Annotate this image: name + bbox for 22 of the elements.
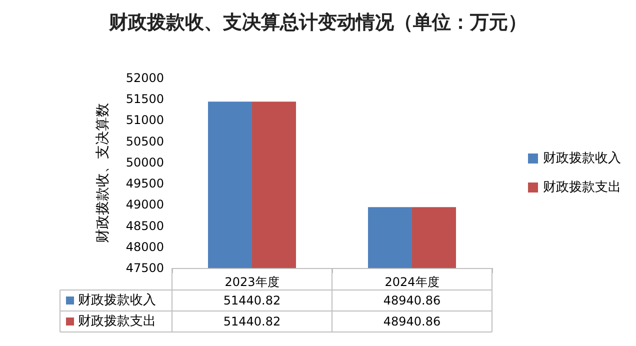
y-tick-label: 50000 bbox=[126, 155, 164, 170]
y-tick-label: 48500 bbox=[126, 218, 164, 233]
y-tick-label: 51000 bbox=[126, 113, 164, 128]
y-tick-label: 52000 bbox=[126, 71, 164, 85]
data-label: 51440.82 bbox=[223, 314, 281, 328]
data-label: 48940.86 bbox=[383, 314, 441, 328]
y-tick-label: 47500 bbox=[126, 261, 164, 275]
y-tick-label: 49500 bbox=[126, 176, 164, 191]
x-tick-label: 2023年度 bbox=[224, 275, 280, 289]
legend-label: 财政拨款收入 bbox=[78, 293, 156, 308]
y-axis-title: 财政拨款收、支决算数 bbox=[95, 103, 111, 243]
legend-label: 财政拨款支出 bbox=[543, 180, 621, 195]
chart-title: 财政拨款收、支决算总计变动情况（单位：万元） bbox=[108, 12, 527, 34]
y-tick-label: 50500 bbox=[126, 134, 164, 148]
y-tick-label: 51500 bbox=[126, 92, 164, 106]
text: 财政拨款支出 bbox=[78, 314, 156, 329]
text: 财政拨款收入 bbox=[543, 151, 621, 166]
data-label: 51440.82 bbox=[223, 294, 281, 308]
y-tick-label: 48000 bbox=[126, 240, 164, 254]
x-tick-label: 2024年度 bbox=[384, 275, 440, 289]
data-label: 48940.86 bbox=[383, 294, 441, 308]
y-tick-label: 49000 bbox=[126, 198, 164, 212]
